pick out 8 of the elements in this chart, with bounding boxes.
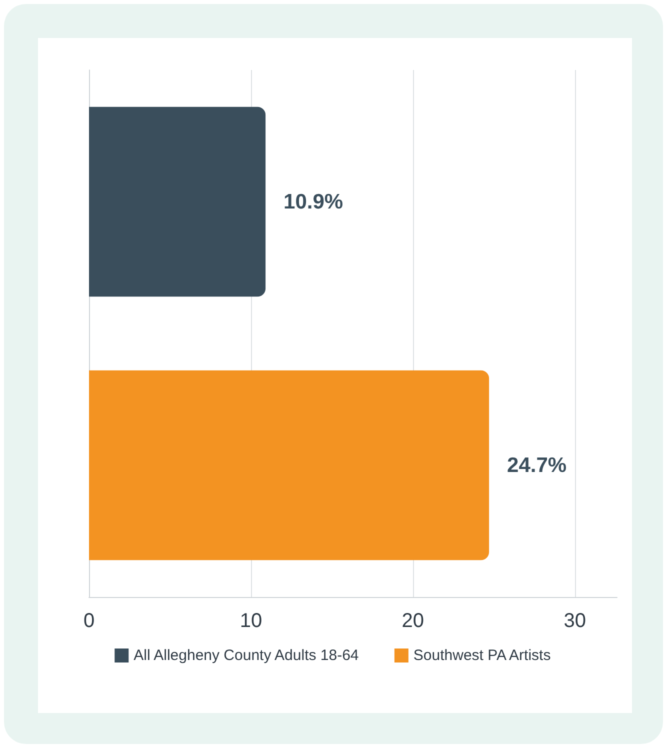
legend-label: All Allegheny County Adults 18-64 bbox=[134, 647, 359, 664]
data-label: 10.9% bbox=[284, 190, 344, 214]
x-tick-label: 20 bbox=[402, 610, 424, 632]
x-tick-label: 30 bbox=[564, 610, 586, 632]
legend-label: Southwest PA Artists bbox=[413, 647, 551, 664]
x-tick-label: 0 bbox=[83, 610, 95, 632]
data-label: 24.7% bbox=[507, 454, 567, 477]
x-tick-label: 10 bbox=[240, 610, 262, 632]
